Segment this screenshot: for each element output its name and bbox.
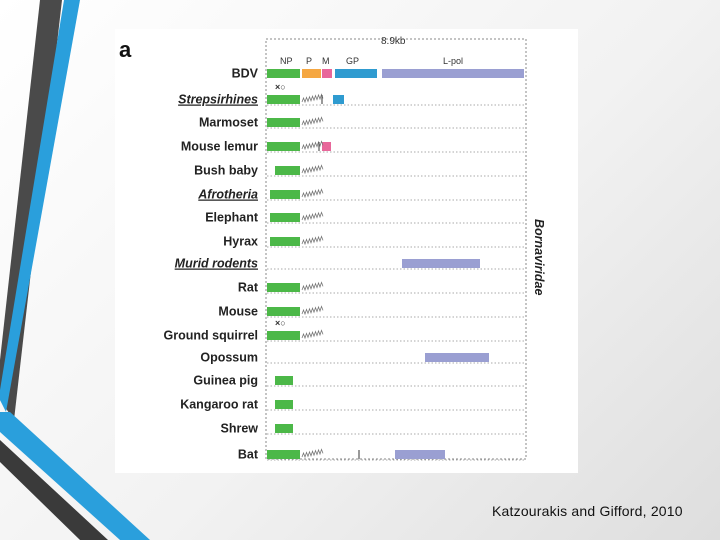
citation: Katzourakis and Gifford, 2010: [492, 503, 683, 519]
polya-tail: [301, 164, 324, 175]
row-label: Murid rodents: [175, 257, 258, 271]
stripe-lower-dark: [0, 440, 108, 540]
segment-np: [267, 331, 300, 340]
segment-np: [270, 190, 300, 199]
segment-np: [275, 424, 293, 433]
segment-gp: [335, 69, 377, 78]
row-label: Afrotheria: [197, 188, 258, 202]
row-label: Rat: [238, 281, 259, 295]
genome-length-label: 8.9kb: [381, 36, 406, 47]
family-label: Bornaviridae: [532, 219, 546, 295]
row-label: Hyrax: [223, 235, 258, 249]
row-strepsirhines: Strepsirhines ×○: [178, 82, 526, 107]
row-opossum: Opossum: [200, 351, 526, 365]
gene-label-l-pol: L-pol: [443, 56, 463, 66]
rows: BDV Strepsirhines ×○ Marmoset Mouse lemur Bus…: [164, 67, 526, 462]
row-label: Bush baby: [194, 164, 258, 178]
row-label: Shrew: [220, 422, 258, 436]
segment-np: [267, 307, 300, 316]
segment-np: [275, 376, 293, 385]
figure-canvas: a 8.9kb Bornaviridae NP P M GP L-pol BDVStre…: [119, 36, 546, 462]
row-rat: Rat: [238, 281, 526, 295]
segment-np: [267, 118, 300, 127]
row-label: Bat: [238, 448, 259, 462]
row-bat: Bat: [238, 448, 526, 462]
polya-tail: [301, 211, 324, 222]
segment-np: [267, 142, 300, 151]
segment-l-pol: [382, 69, 524, 78]
row-label: Strepsirhines: [178, 93, 258, 107]
segment-np: [270, 213, 300, 222]
segment-np: [275, 166, 300, 175]
polya-tail: [301, 188, 324, 199]
segment-np: [270, 237, 300, 246]
stripe-lower-blue: [0, 412, 150, 540]
segment-np: [267, 95, 300, 104]
row-kangaroo-rat: Kangaroo rat: [180, 398, 526, 412]
polya-tail: [301, 140, 324, 151]
row-label: Ground squirrel: [164, 329, 258, 343]
marker-symbols: ×○: [275, 318, 286, 328]
row-afrotheria: Afrotheria: [197, 188, 526, 202]
segment-np: [267, 69, 300, 78]
segment-p: [302, 69, 321, 78]
segment-l-pol: [425, 353, 489, 362]
row-bdv: BDV: [232, 67, 524, 81]
gene-label-np: NP: [280, 56, 293, 66]
marker-symbols: ×○: [275, 82, 286, 92]
segment-l-pol: [395, 450, 445, 459]
bornavirus-figure: a 8.9kb Bornaviridae NP P M GP L-pol BDV Stre…: [115, 29, 578, 473]
row-guinea-pig: Guinea pig: [193, 374, 526, 388]
row-label: Opossum: [200, 351, 258, 365]
polya-tail: [301, 235, 324, 246]
row-label: Guinea pig: [193, 374, 258, 388]
row-hyrax: Hyrax: [223, 235, 526, 249]
segment-np: [275, 400, 293, 409]
stripe-blue: [0, 0, 80, 412]
segment-gp: [333, 95, 344, 104]
polya-tail: [301, 116, 324, 127]
row-elephant: Elephant: [205, 211, 526, 225]
row-label: Elephant: [205, 211, 259, 225]
row-ground-squirrel: Ground squirrel ×○: [164, 318, 526, 343]
gene-labels: NP P M GP L-pol: [280, 56, 463, 66]
polya-tail: [301, 281, 324, 292]
row-bush-baby: Bush baby: [194, 164, 526, 178]
gene-label-m: M: [322, 56, 330, 66]
row-label: Mouse lemur: [181, 140, 258, 154]
row-label: Mouse: [218, 305, 258, 319]
row-label: Marmoset: [199, 116, 259, 130]
segment-l-pol: [402, 259, 480, 268]
polya-tail: [301, 329, 324, 340]
panel-label: a: [119, 37, 132, 62]
polya-tail: [301, 305, 324, 316]
gene-label-p: P: [306, 56, 312, 66]
row-marmoset: Marmoset: [199, 116, 526, 130]
segment-np: [267, 450, 300, 459]
polya-tail: [301, 448, 324, 459]
row-murid-rodents: Murid rodents: [175, 257, 526, 271]
row-shrew: Shrew: [220, 422, 526, 436]
segment-m: [322, 69, 332, 78]
gene-label-gp: GP: [346, 56, 359, 66]
row-label: BDV: [232, 67, 259, 81]
row-mouse: Mouse: [218, 305, 526, 319]
polya-tail: [301, 93, 324, 104]
segment-m: [322, 142, 331, 151]
row-mouse-lemur: Mouse lemur: [181, 140, 526, 154]
segment-np: [267, 283, 300, 292]
row-label: Kangaroo rat: [180, 398, 259, 412]
